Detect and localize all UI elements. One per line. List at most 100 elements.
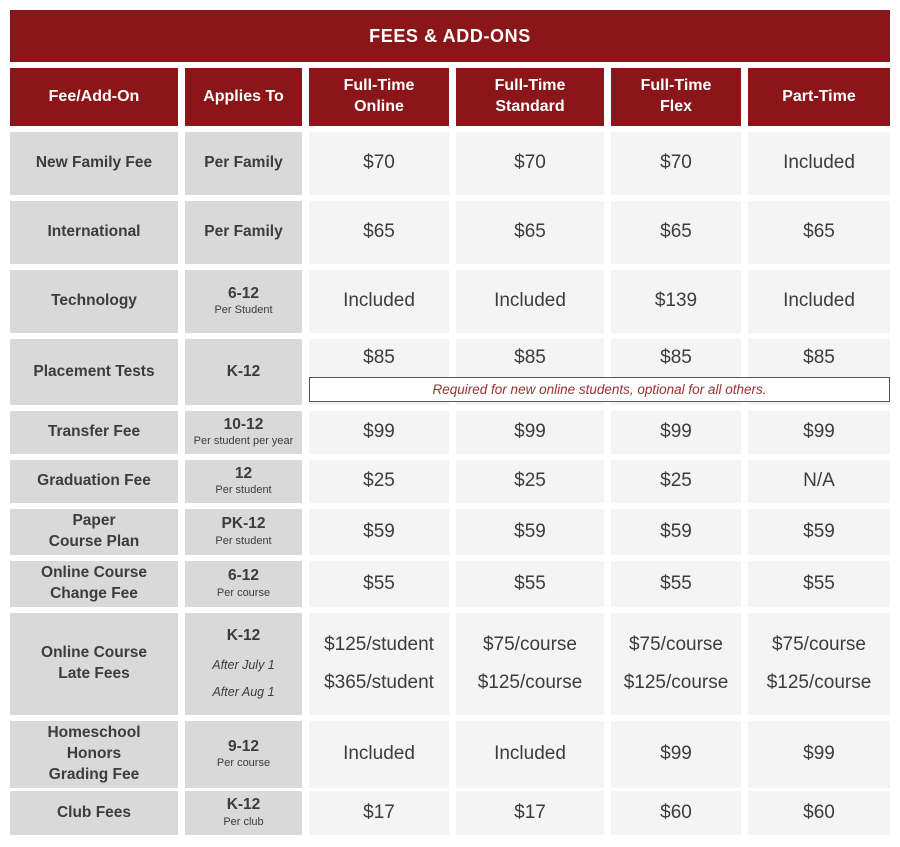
table-row: Online Course Late Fees K-12 After July … <box>10 613 890 715</box>
fees-table: FEES & ADD-ONS Fee/Add-On Applies To Ful… <box>10 0 890 847</box>
table-row: Homeschool Honors Grading Fee 9-12 Per c… <box>10 721 890 788</box>
fee-name-cell: Transfer Fee <box>10 411 178 454</box>
fee-value: $17 <box>363 801 395 823</box>
fee-value: $125/course <box>477 671 583 693</box>
fee-value: Included <box>494 290 566 312</box>
table-body: New Family Fee Per Family $70 $70 $70 In… <box>10 132 890 835</box>
fee-value-cell: $99 <box>309 411 449 454</box>
fee-value-cell: $125/student $365/student <box>309 613 449 715</box>
fee-value-cell: $17 <box>309 791 449 835</box>
fee-value-cell: Included <box>748 270 890 333</box>
applies-to-grade: 6-12 <box>227 284 260 302</box>
fee-value-cell: $60 <box>611 791 741 835</box>
fee-value: $125/course <box>623 671 729 693</box>
fee-value-cell: $25 <box>309 460 449 503</box>
applies-to-grade: 9-12 <box>227 737 260 755</box>
applies-to-detail: Per course <box>216 757 271 770</box>
fee-value: $65 <box>363 221 395 243</box>
fee-value-cell: $59 <box>309 509 449 555</box>
applies-to-detail: Per course <box>216 586 271 599</box>
fee-value: $75/course <box>628 633 723 655</box>
table-row: International Per Family $65 $65 $65 $65 <box>10 201 890 264</box>
fee-value: $59 <box>363 520 395 542</box>
fee-value-cell: $59 <box>748 509 890 555</box>
applies-to-cell: Per Family <box>185 201 302 264</box>
applies-to-grade: 12 <box>234 464 253 482</box>
applies-to-deadline: After Aug 1 <box>212 685 275 700</box>
table-row: Club Fees K-12 Per club $17 $17 $60 $60 <box>10 791 890 835</box>
table-row: Technology 6-12 Per Student Included Inc… <box>10 270 890 333</box>
fee-value-cell: $139 <box>611 270 741 333</box>
fee-value: $25 <box>514 470 546 492</box>
fee-value: $65 <box>660 221 692 243</box>
fee-value: $60 <box>660 801 692 823</box>
fee-value: $139 <box>654 290 698 312</box>
fee-value: $85 <box>363 346 395 368</box>
fee-value: N/A <box>803 470 835 492</box>
table-row: Graduation Fee 12 Per student $25 $25 $2… <box>10 460 890 503</box>
fee-value-cell: $65 <box>456 201 604 264</box>
table-title: FEES & ADD-ONS <box>10 10 890 62</box>
applies-to-cell: 6-12 Per Student <box>185 270 302 333</box>
fee-value-cell: $65 <box>611 201 741 264</box>
applies-to-grade: Per Family <box>204 223 283 241</box>
fee-value: Included <box>343 742 415 764</box>
fee-value-cell: $60 <box>748 791 890 835</box>
fee-value: $25 <box>660 470 692 492</box>
applies-to-deadline: After July 1 <box>212 657 275 672</box>
col-header-parttime: Part-Time <box>748 68 890 126</box>
fee-value: $59 <box>514 520 546 542</box>
fee-value: Included <box>494 742 566 764</box>
fee-value-cell: $99 <box>748 721 890 788</box>
fee-value-cell: $70 <box>456 132 604 195</box>
fee-value: $99 <box>803 421 835 443</box>
fee-value: $55 <box>660 572 692 594</box>
fee-name-cell: New Family Fee <box>10 132 178 195</box>
fee-value: $75/course <box>771 633 866 655</box>
fee-value-cell: $70 <box>309 132 449 195</box>
applies-to-grade: K-12 <box>226 362 261 380</box>
fee-name-cell: Club Fees <box>10 791 178 835</box>
applies-to-cell: K-12 <box>185 339 302 405</box>
fee-name-cell: Technology <box>10 270 178 333</box>
applies-to-grade: 10-12 <box>223 415 264 433</box>
fee-value-cell: $99 <box>611 721 741 788</box>
applies-to-cell: 12 Per student <box>185 460 302 503</box>
col-header-fulltime-online: Full-Time Online <box>309 68 449 126</box>
applies-to-cell: Per Family <box>185 132 302 195</box>
fee-value: $99 <box>363 421 395 443</box>
table-row: Online Course Change Fee 6-12 Per course… <box>10 561 890 607</box>
fee-value-cell: $55 <box>456 561 604 607</box>
fee-value: Included <box>343 290 415 312</box>
fee-value-cell: $99 <box>611 411 741 454</box>
fee-name-cell: Homeschool Honors Grading Fee <box>10 721 178 788</box>
fee-value-cell: $75/course $125/course <box>748 613 890 715</box>
fee-value-cell: $75/course $125/course <box>456 613 604 715</box>
applies-to-grade: Per Family <box>204 154 283 172</box>
fee-value-cell: Included <box>456 721 604 788</box>
fee-value: $99 <box>514 421 546 443</box>
fee-value-cell: Included <box>309 721 449 788</box>
fee-value-cell: $55 <box>309 561 449 607</box>
fee-name-cell: Online Course Late Fees <box>10 613 178 715</box>
fee-value: $75/course <box>482 633 577 655</box>
fee-value-cell: $65 <box>309 201 449 264</box>
applies-to-cell: K-12 After July 1 After Aug 1 <box>185 613 302 715</box>
applies-to-grade: PK-12 <box>221 515 266 533</box>
table-row: Transfer Fee 10-12 Per student per year … <box>10 411 890 454</box>
col-header-fulltime-flex: Full-Time Flex <box>611 68 741 126</box>
fee-value-cell: $25 <box>611 460 741 503</box>
fee-value-cell: $99 <box>456 411 604 454</box>
fee-value-cell: $75/course $125/course <box>611 613 741 715</box>
fee-value: $99 <box>660 421 692 443</box>
fee-value: $65 <box>803 221 835 243</box>
fee-value: $65 <box>514 221 546 243</box>
col-header-applies-to: Applies To <box>185 68 302 126</box>
fee-value: $55 <box>803 572 835 594</box>
fee-value: $365/student <box>324 671 434 693</box>
fee-value-cell: $59 <box>611 509 741 555</box>
applies-to-detail: Per student per year <box>193 435 294 448</box>
fee-value-cell: $55 <box>611 561 741 607</box>
col-header-fulltime-standard: Full-Time Standard <box>456 68 604 126</box>
fee-value-cell: $25 <box>456 460 604 503</box>
